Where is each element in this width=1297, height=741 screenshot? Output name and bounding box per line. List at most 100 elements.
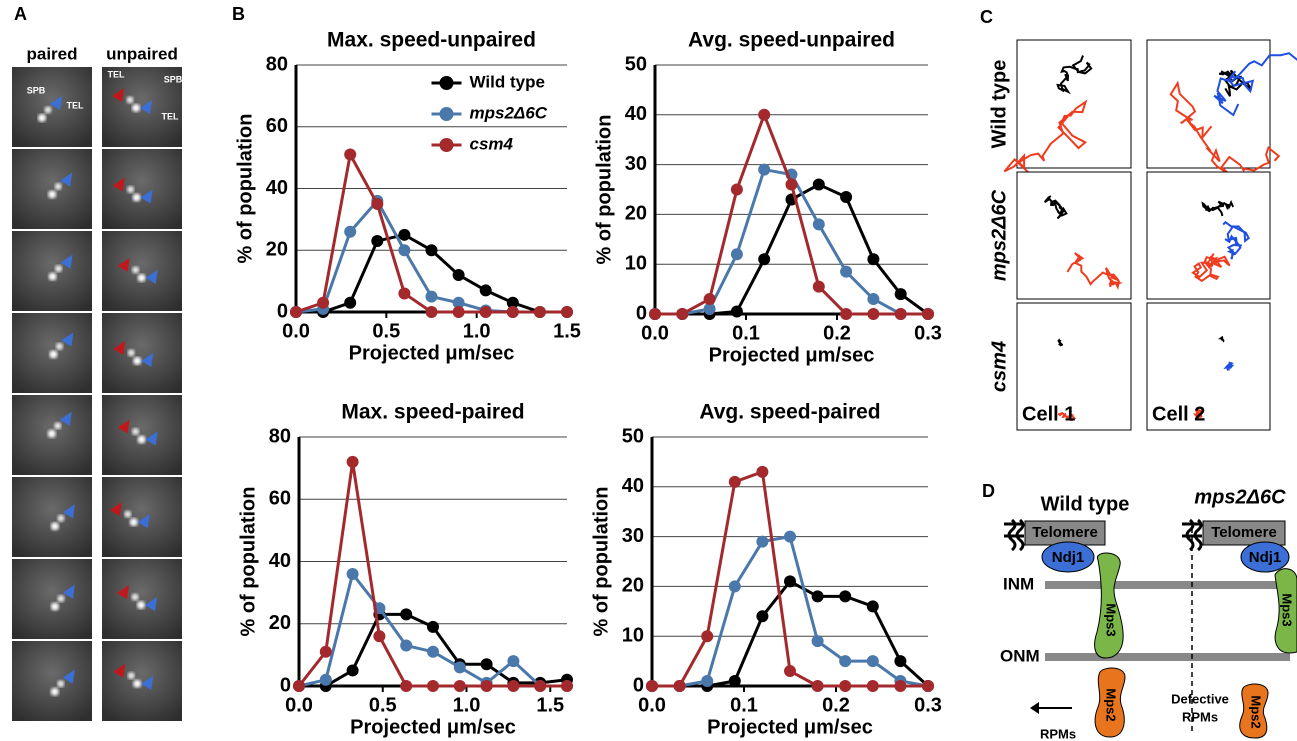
telomere-label: Telomere (1211, 524, 1277, 541)
micrograph (102, 559, 182, 639)
track (1056, 55, 1093, 95)
y-tick-label: 50 (622, 425, 644, 447)
data-point (534, 680, 547, 692)
arrowhead (145, 597, 158, 612)
protein-label: Ndj1 (1052, 549, 1085, 566)
spot (54, 182, 62, 190)
spot (55, 265, 63, 273)
data-point (398, 287, 411, 300)
data-point (561, 680, 573, 692)
arrowhead (140, 189, 153, 204)
data-point (400, 639, 413, 652)
y-tick-label: 20 (269, 612, 291, 634)
y-tick-label: 50 (625, 53, 647, 75)
micrograph (12, 559, 92, 639)
y-tick-label: 60 (266, 115, 288, 137)
spot (127, 349, 135, 357)
data-point (894, 655, 907, 668)
y-axis-label: % of population (237, 487, 259, 637)
spot (50, 687, 59, 696)
data-point (344, 148, 357, 161)
mps3 (1094, 552, 1124, 659)
protein-label: Mps3 (1104, 603, 1119, 636)
data-point (839, 680, 852, 692)
arrowhead (145, 269, 158, 284)
data-point (673, 680, 686, 692)
x-tick-label: 0.0 (285, 694, 313, 716)
protein-label: Mps2 (1104, 688, 1119, 721)
protein-label: Ndj1 (1249, 549, 1282, 566)
x-axis-label: Projected μm/sec (709, 344, 875, 366)
data-point (894, 288, 907, 301)
data-point (730, 183, 743, 196)
track-box (1016, 302, 1132, 431)
arrowhead (137, 514, 150, 529)
micrograph (12, 67, 92, 147)
data-point (756, 535, 769, 548)
defective-label: Defective (1171, 691, 1229, 706)
x-tick-label: 1.5 (553, 320, 581, 342)
data-point (293, 680, 305, 692)
x-tick-label: 1.5 (536, 694, 564, 716)
spot (38, 113, 47, 122)
x-tick-label: 0.0 (641, 322, 669, 344)
x-tick-label: 0.0 (638, 694, 666, 716)
panel-letter: A (14, 4, 27, 24)
protein-label: Mps3 (1280, 593, 1295, 626)
spot (57, 595, 65, 603)
data-point (398, 244, 411, 257)
y-axis-label: % of population (234, 114, 256, 264)
spot (54, 422, 62, 430)
track (1057, 338, 1064, 347)
data-point (811, 680, 824, 692)
arrowhead (112, 177, 125, 192)
data-point (866, 655, 879, 668)
legend-label: mps2Δ6C (470, 103, 548, 122)
spot (127, 672, 135, 680)
chart-title: Max. speed-unpaired (327, 29, 536, 52)
row-label: mps2Δ6C (988, 189, 1010, 281)
data-point (728, 475, 741, 488)
panel-letter: B (232, 4, 245, 24)
y-tick-label: 30 (622, 525, 644, 547)
track (1043, 195, 1068, 220)
data-point (812, 178, 825, 191)
arrowhead (62, 504, 75, 519)
x-tick-label: 0.3 (914, 694, 942, 716)
arrowhead (109, 502, 122, 517)
data-point (730, 305, 743, 318)
data-point (756, 610, 769, 623)
spot (50, 602, 59, 611)
track (1057, 411, 1077, 422)
spot (127, 186, 135, 194)
track-box (1016, 39, 1132, 169)
legend-marker (439, 138, 454, 152)
data-point (922, 680, 934, 692)
data-point (703, 293, 716, 306)
spot (57, 680, 65, 688)
track (1191, 253, 1231, 283)
data-point (894, 680, 907, 692)
arrowhead (141, 675, 154, 690)
spot (48, 272, 57, 281)
data-point (701, 675, 714, 688)
ndj1 (1041, 541, 1095, 573)
protein-label: Mps2 (1249, 695, 1264, 728)
data-point (453, 661, 466, 674)
series-line (655, 167, 928, 316)
data-point (371, 234, 384, 247)
data-point (839, 590, 852, 603)
micrograph (102, 313, 182, 393)
data-point (400, 608, 413, 621)
annotation: SPB (164, 74, 183, 84)
data-point (290, 306, 302, 318)
track (1213, 52, 1297, 117)
spot (44, 106, 52, 114)
data-point (784, 665, 796, 678)
micrograph (102, 149, 182, 229)
arrowhead (117, 419, 130, 434)
y-tick-label: 10 (625, 252, 647, 274)
arrowhead (62, 669, 75, 684)
y-axis-label: % of population (590, 487, 612, 637)
spot (132, 428, 140, 436)
